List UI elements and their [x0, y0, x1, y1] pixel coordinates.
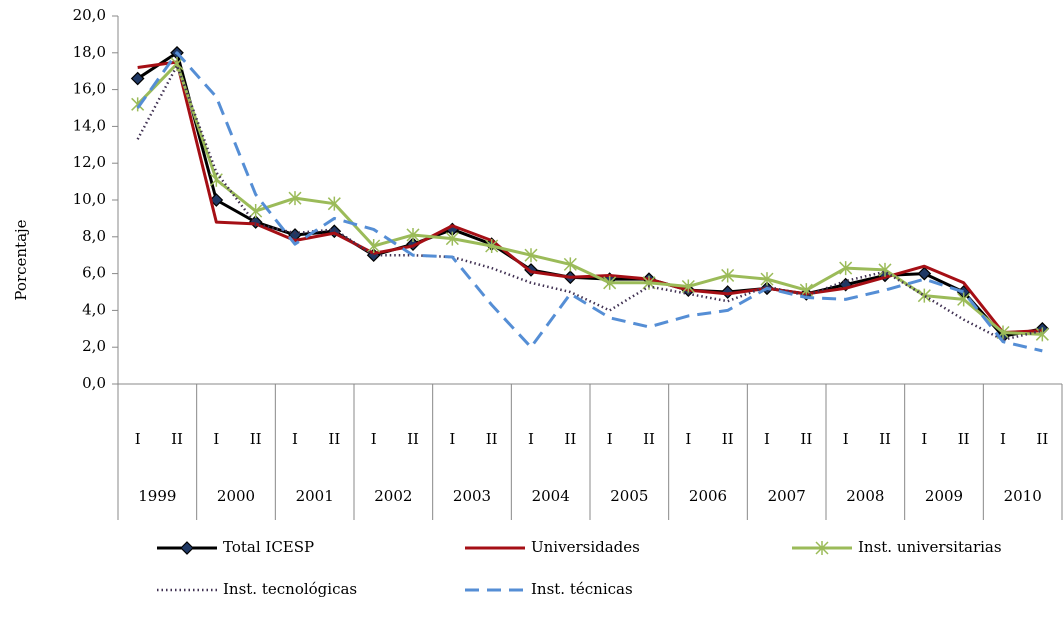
- x-tick-label: I: [607, 430, 613, 448]
- y-tick-label: 18,0: [73, 43, 106, 61]
- x-tick-label: II: [171, 430, 183, 448]
- y-tick-label: 6,0: [82, 264, 106, 282]
- legend-marker: [815, 541, 829, 555]
- x-group-label: 2004: [532, 487, 570, 505]
- marker: [917, 266, 932, 281]
- marker: [288, 191, 302, 206]
- y-tick-label: 8,0: [82, 227, 106, 245]
- marker: [445, 231, 459, 246]
- x-group-label: 2009: [925, 487, 963, 505]
- y-tick-label: 14,0: [73, 116, 106, 134]
- x-group-label: 2002: [374, 487, 412, 505]
- series-line: [136, 64, 1043, 342]
- x-tick-label: I: [921, 430, 927, 448]
- marker: [524, 248, 538, 263]
- x-tick-label: II: [958, 430, 970, 448]
- x-tick-label: I: [1000, 430, 1006, 448]
- marker: [367, 239, 381, 253]
- x-group-label: 2003: [453, 487, 491, 505]
- x-group-label: 2008: [846, 487, 884, 505]
- x-tick-label: I: [371, 430, 377, 448]
- marker: [839, 261, 853, 276]
- marker: [917, 288, 931, 303]
- x-group-label: 2000: [217, 487, 255, 505]
- y-tick-label: 4,0: [82, 300, 106, 318]
- marker: [721, 268, 735, 283]
- marker: [209, 193, 224, 207]
- legend-label: Universidades: [531, 538, 640, 556]
- series-line: [137, 60, 1043, 334]
- marker: [681, 279, 695, 294]
- x-group-label: 2005: [610, 487, 648, 505]
- x-tick-label: I: [292, 430, 298, 448]
- y-tick-label: 12,0: [73, 153, 106, 171]
- marker: [327, 196, 341, 211]
- x-tick-label: I: [449, 430, 455, 448]
- x-tick-label: II: [328, 430, 340, 448]
- x-group-label: 2010: [1004, 487, 1042, 505]
- y-tick-label: 2,0: [82, 337, 106, 355]
- marker: [563, 257, 577, 272]
- x-tick-label: II: [643, 430, 655, 448]
- x-tick-label: II: [564, 430, 576, 448]
- x-tick-label: I: [135, 430, 141, 448]
- x-tick-label: I: [213, 430, 219, 448]
- y-tick-label: 0,0: [82, 374, 106, 392]
- x-group-label: 2001: [296, 487, 334, 505]
- x-group-label: 1999: [138, 487, 176, 505]
- y-axis-label: Porcentaje: [12, 219, 30, 300]
- marker: [249, 204, 263, 219]
- marker: [130, 71, 145, 86]
- x-tick-label: I: [843, 430, 849, 448]
- legend-label: Inst. tecnológicas: [223, 580, 357, 598]
- x-tick-label: I: [528, 430, 534, 448]
- x-tick-label: II: [250, 430, 262, 448]
- marker: [603, 275, 617, 290]
- legend-label: Total ICESP: [223, 538, 314, 556]
- x-tick-label: II: [1036, 430, 1048, 448]
- x-group-label: 2007: [768, 487, 806, 505]
- y-tick-label: 16,0: [73, 80, 106, 98]
- x-tick-label: II: [879, 430, 891, 448]
- series-line: [136, 62, 1043, 336]
- x-tick-label: II: [486, 430, 498, 448]
- legend-marker: [180, 541, 194, 555]
- x-group-label: 2006: [689, 487, 727, 505]
- legend-label: Inst. técnicas: [531, 580, 633, 598]
- x-tick-label: II: [407, 430, 419, 448]
- x-tick-label: II: [722, 430, 734, 448]
- legend-label: Inst. universitarias: [858, 538, 1002, 556]
- x-tick-label: II: [800, 430, 812, 448]
- marker: [485, 239, 499, 253]
- series-line: [136, 51, 1043, 338]
- x-tick-label: I: [764, 430, 770, 448]
- x-tick-label: I: [685, 430, 691, 448]
- marker: [209, 172, 223, 187]
- y-tick-label: 20,0: [73, 6, 106, 24]
- marker: [760, 272, 774, 287]
- y-tick-label: 10,0: [73, 190, 106, 208]
- marker: [957, 292, 971, 307]
- series-line: [136, 51, 1043, 353]
- marker: [878, 262, 892, 277]
- marker: [406, 227, 420, 242]
